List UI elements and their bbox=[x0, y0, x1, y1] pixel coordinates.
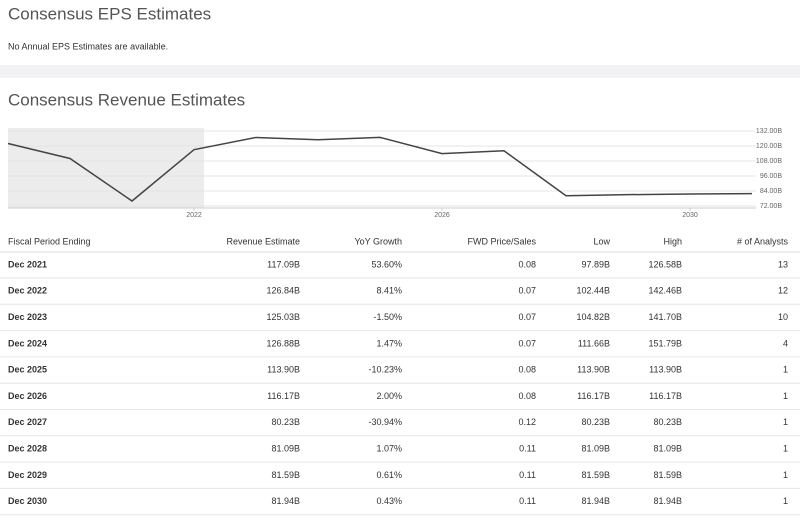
value-cell: 1.07% bbox=[376, 443, 402, 453]
value-cell: 113.90B bbox=[267, 365, 300, 375]
revenue-line bbox=[7, 136, 753, 202]
eps-message: No Annual EPS Estimates are available. bbox=[8, 41, 168, 51]
value-cell: 8.41% bbox=[376, 286, 402, 296]
value-cell: -1.50% bbox=[373, 312, 402, 322]
value-cell: 1 bbox=[783, 365, 788, 375]
value-cell: 116.17B bbox=[649, 391, 682, 401]
value-cell: 1.47% bbox=[376, 338, 402, 348]
y-tick-label: 84.00B bbox=[760, 188, 783, 195]
value-cell: 141.70B bbox=[648, 312, 682, 322]
value-cell: 1 bbox=[783, 391, 788, 401]
period-cell: Dec 2028 bbox=[8, 443, 47, 453]
value-cell: 126.58B bbox=[648, 259, 682, 269]
eps-title: Consensus EPS Estimates bbox=[8, 4, 211, 23]
period-cell: Dec 2024 bbox=[8, 338, 47, 348]
column-header: Revenue Estimate bbox=[226, 236, 300, 246]
value-cell: 0.08 bbox=[518, 259, 536, 269]
period-cell: Dec 2025 bbox=[8, 365, 47, 375]
value-cell: 111.66B bbox=[578, 338, 610, 348]
column-header: YoY Growth bbox=[354, 236, 402, 246]
value-cell: -10.23% bbox=[368, 365, 402, 375]
value-cell: 126.84B bbox=[266, 286, 300, 296]
value-cell: 80.23B bbox=[653, 417, 682, 427]
value-cell: 81.59B bbox=[653, 470, 682, 480]
value-cell: 1 bbox=[783, 417, 788, 427]
column-header: Low bbox=[593, 236, 610, 246]
x-tick-label: 2026 bbox=[434, 212, 450, 219]
y-tick-label: 72.00B bbox=[760, 203, 783, 210]
value-cell: 113.90B bbox=[649, 365, 682, 375]
x-tick-label: 2022 bbox=[186, 212, 202, 219]
value-cell: 81.94B bbox=[581, 496, 610, 506]
column-header: Fiscal Period Ending bbox=[8, 236, 91, 246]
period-cell: Dec 2026 bbox=[8, 391, 47, 401]
value-cell: 4 bbox=[783, 338, 788, 348]
value-cell: 113.90B bbox=[577, 365, 610, 375]
y-tick-label: 108.00B bbox=[756, 158, 782, 165]
value-cell: 125.03B bbox=[266, 312, 300, 322]
value-cell: -30.94% bbox=[368, 417, 402, 427]
value-cell: 81.94B bbox=[653, 496, 682, 506]
value-cell: 12 bbox=[778, 286, 788, 296]
value-cell: 80.23B bbox=[271, 417, 300, 427]
column-header: # of Analysts bbox=[737, 236, 789, 246]
value-cell: 104.82B bbox=[576, 312, 610, 322]
value-cell: 2.00% bbox=[376, 391, 402, 401]
value-cell: 97.89B bbox=[581, 259, 610, 269]
period-cell: Dec 2022 bbox=[8, 286, 47, 296]
value-cell: 81.09B bbox=[581, 443, 610, 453]
value-cell: 81.59B bbox=[271, 470, 300, 480]
value-cell: 0.08 bbox=[518, 391, 536, 401]
value-cell: 0.12 bbox=[518, 417, 536, 427]
value-cell: 117.09B bbox=[267, 259, 300, 269]
value-cell: 53.60% bbox=[371, 259, 402, 269]
value-cell: 13 bbox=[778, 259, 788, 269]
period-cell: Dec 2021 bbox=[8, 259, 47, 269]
value-cell: 0.11 bbox=[519, 443, 536, 453]
y-tick-label: 120.00B bbox=[756, 143, 782, 150]
value-cell: 102.44B bbox=[576, 286, 610, 296]
value-cell: 0.07 bbox=[518, 286, 536, 296]
value-cell: 81.59B bbox=[581, 470, 610, 480]
value-cell: 0.11 bbox=[519, 470, 536, 480]
value-cell: 1 bbox=[783, 470, 788, 480]
revenue-title: Consensus Revenue Estimates bbox=[8, 90, 245, 109]
value-cell: 116.17B bbox=[577, 391, 610, 401]
value-cell: 10 bbox=[778, 312, 788, 322]
section-divider bbox=[0, 65, 800, 78]
value-cell: 1 bbox=[783, 443, 788, 453]
value-cell: 126.88B bbox=[266, 338, 300, 348]
value-cell: 116.17B bbox=[267, 391, 300, 401]
period-cell: Dec 2029 bbox=[8, 470, 47, 480]
value-cell: 1 bbox=[783, 496, 788, 506]
column-header: FWD Price/Sales bbox=[467, 236, 536, 246]
value-cell: 0.07 bbox=[518, 312, 536, 322]
x-tick-label: 2030 bbox=[682, 212, 698, 219]
y-tick-label: 132.00B bbox=[756, 128, 782, 135]
value-cell: 81.94B bbox=[271, 496, 300, 506]
value-cell: 0.07 bbox=[518, 338, 536, 348]
period-cell: Dec 2023 bbox=[8, 312, 47, 322]
history-shade bbox=[8, 128, 204, 208]
value-cell: 0.08 bbox=[518, 365, 536, 375]
period-cell: Dec 2030 bbox=[8, 496, 47, 506]
y-tick-label: 96.00B bbox=[760, 173, 783, 180]
value-cell: 80.23B bbox=[581, 417, 610, 427]
column-header: High bbox=[663, 236, 682, 246]
value-cell: 0.61% bbox=[376, 470, 402, 480]
value-cell: 81.09B bbox=[271, 443, 300, 453]
value-cell: 142.46B bbox=[648, 286, 682, 296]
period-cell: Dec 2027 bbox=[8, 417, 47, 427]
value-cell: 0.43% bbox=[376, 496, 402, 506]
value-cell: 0.11 bbox=[519, 496, 536, 506]
value-cell: 151.79B bbox=[648, 338, 682, 348]
value-cell: 81.09B bbox=[653, 443, 682, 453]
